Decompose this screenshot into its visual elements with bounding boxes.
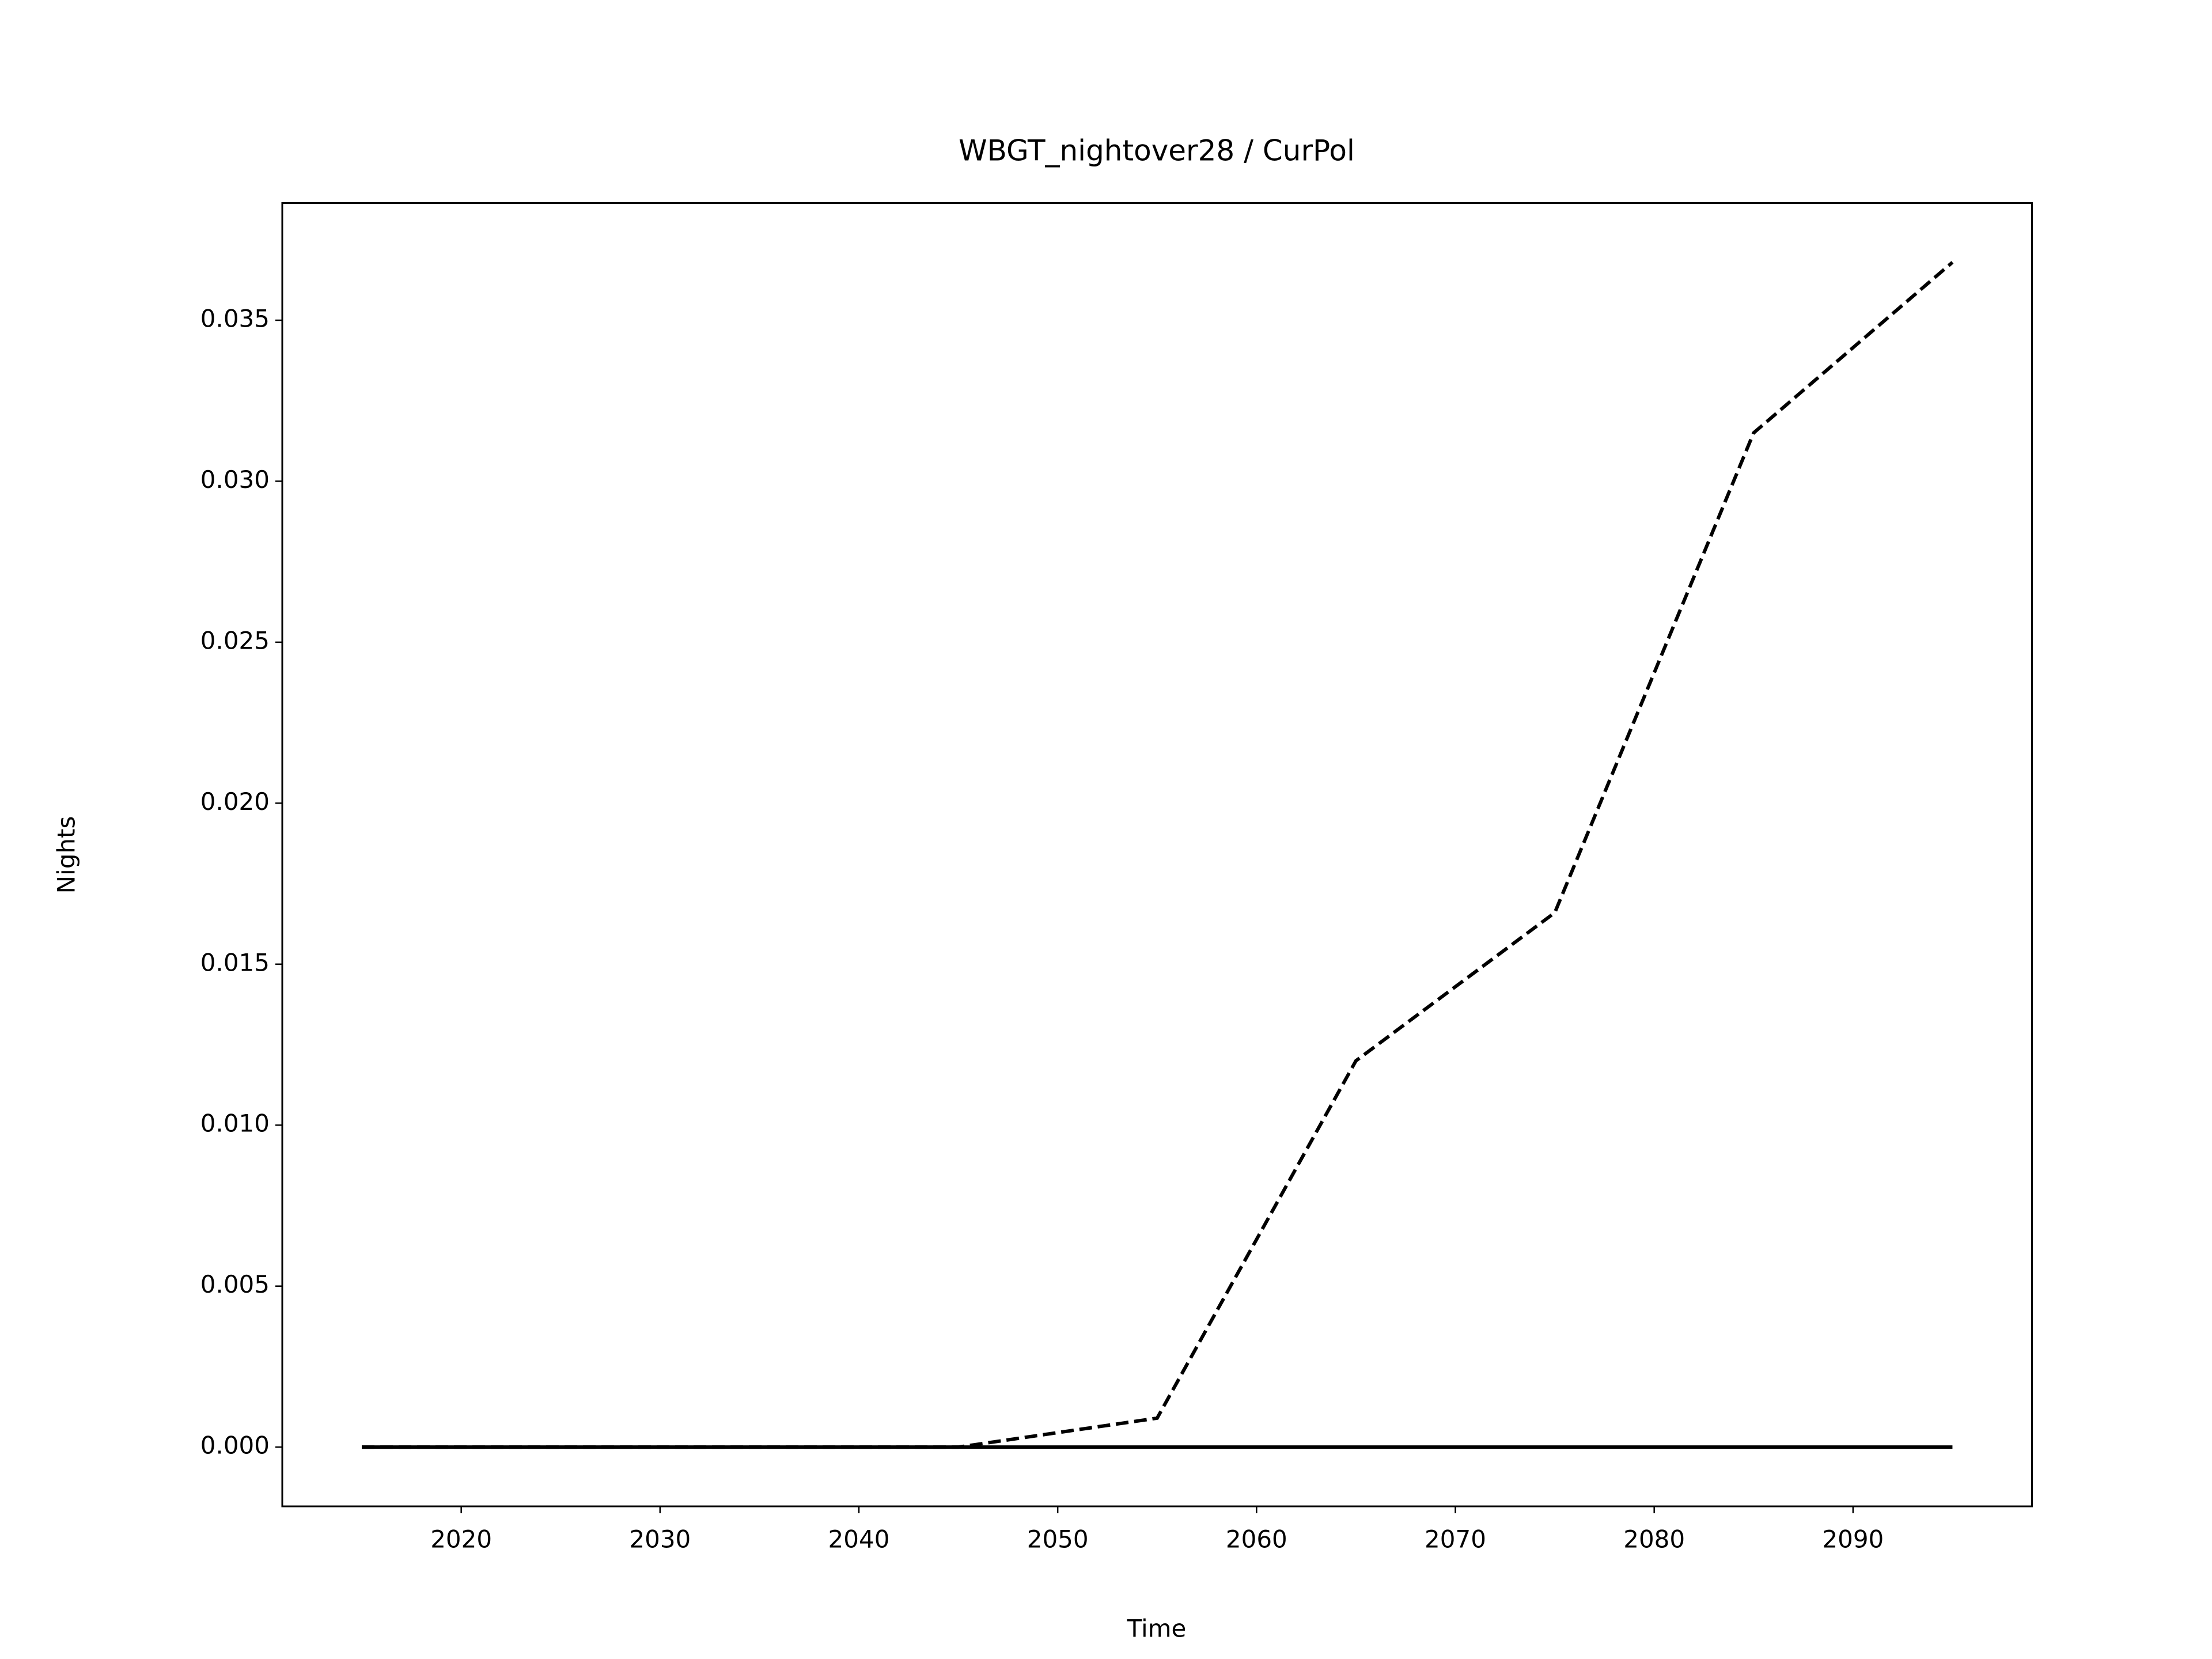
x-tick-label: 2020 — [430, 1525, 492, 1554]
x-axis-label: Time — [1127, 1615, 1187, 1643]
y-tick-label: 0.035 — [200, 304, 270, 332]
x-tick-label: 2050 — [1027, 1525, 1089, 1554]
x-tick-label: 2030 — [629, 1525, 691, 1554]
y-tick-label: 0.010 — [200, 1109, 270, 1138]
x-tick-label: 2060 — [1226, 1525, 1287, 1554]
y-tick-label: 0.015 — [200, 948, 270, 976]
plot-frame — [281, 202, 2033, 1508]
x-tick-label: 2070 — [1425, 1525, 1486, 1554]
y-tick-label: 0.025 — [200, 626, 270, 654]
x-tick-label: 2040 — [828, 1525, 890, 1554]
x-tick-label: 2090 — [1822, 1525, 1884, 1554]
x-tick-label: 2080 — [1623, 1525, 1685, 1554]
chart-title: WBGT_nightover28 / CurPol — [959, 134, 1355, 168]
y-tick-label: 0.000 — [200, 1431, 270, 1460]
y-tick-label: 0.030 — [200, 465, 270, 494]
y-tick-label: 0.005 — [200, 1270, 270, 1298]
y-axis-label: Nights — [52, 816, 81, 894]
y-tick-label: 0.020 — [200, 787, 270, 816]
series-line — [362, 261, 1954, 1449]
